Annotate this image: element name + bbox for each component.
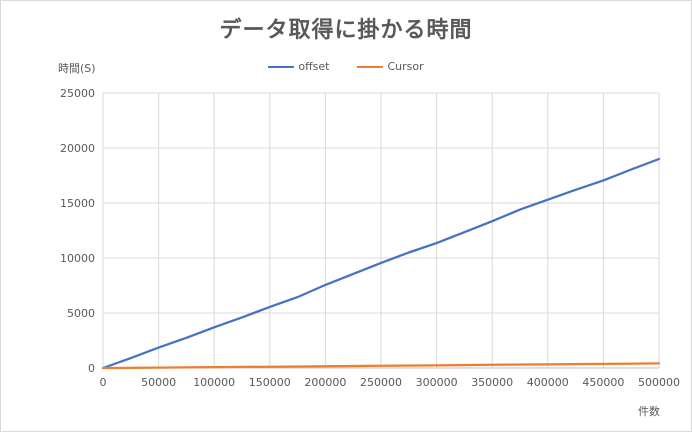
- y-tick-label: 10000: [60, 252, 95, 265]
- y-tick-label: 20000: [60, 142, 95, 155]
- y-axis-title: 時間(S): [58, 62, 96, 75]
- x-tick-label: 400000: [527, 376, 569, 389]
- legend: offset Cursor: [0, 60, 692, 73]
- x-axis-title: 件数: [638, 405, 660, 418]
- series-line-cursor: [101, 362, 661, 370]
- x-tick-label: 250000: [360, 376, 402, 389]
- x-tick-label: 350000: [471, 376, 513, 389]
- x-tick-label: 450000: [582, 376, 624, 389]
- y-tick-label: 25000: [60, 87, 95, 100]
- legend-item-offset: offset: [268, 60, 329, 73]
- y-tick-label: 15000: [60, 197, 95, 210]
- x-tick-label: 200000: [304, 376, 346, 389]
- y-tick-label: 5000: [67, 307, 95, 320]
- legend-swatch-offset: [268, 65, 295, 68]
- legend-swatch-cursor: [357, 65, 384, 68]
- series-line-offset: [101, 157, 661, 370]
- x-tick-label: 500000: [638, 376, 680, 389]
- x-tick-label: 50000: [141, 376, 176, 389]
- x-tick-label: 150000: [249, 376, 291, 389]
- x-tick-label: 100000: [193, 376, 235, 389]
- legend-label-offset: offset: [298, 60, 330, 73]
- legend-label-cursor: Cursor: [387, 60, 424, 73]
- legend-item-cursor: Cursor: [357, 60, 424, 73]
- y-tick-label: 0: [88, 362, 95, 375]
- x-tick-label: 300000: [416, 376, 458, 389]
- x-tick-label: 0: [100, 376, 107, 389]
- chart-title: データ取得に掛かる時間: [219, 18, 473, 43]
